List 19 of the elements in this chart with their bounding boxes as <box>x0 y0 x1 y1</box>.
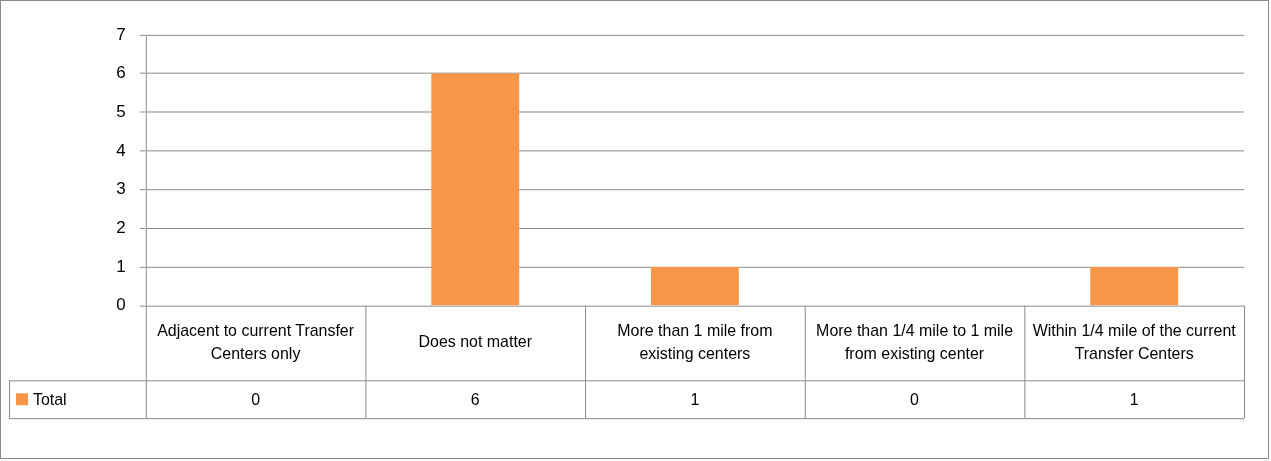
x-tick-label: More than 1/4 mile to 1 mile from existing center <box>816 321 1014 362</box>
data-label: 1 <box>1129 390 1139 408</box>
y-tick-label: 6 <box>116 63 126 83</box>
y-tick-label: 5 <box>116 101 126 121</box>
data-label: 6 <box>470 390 480 408</box>
y-tick-label: 2 <box>116 217 126 237</box>
y-tick-label: 1 <box>116 256 126 276</box>
data-label: 0 <box>251 390 261 408</box>
y-tick-label: 3 <box>116 179 126 199</box>
y-tick-label: 0 <box>116 295 126 315</box>
data-label: 0 <box>910 390 920 408</box>
y-tick-label: 4 <box>116 140 126 160</box>
x-tick-label: More than 1 mile from existing centers <box>617 321 773 362</box>
x-tick-label: Within 1/4 mile of the current Transfer Centers <box>1032 321 1237 362</box>
x-tick-label: Does not matter <box>418 333 533 351</box>
legend-label: Total <box>32 390 67 408</box>
data-label: 1 <box>690 390 700 408</box>
y-tick-label: 7 <box>116 24 126 44</box>
x-tick-label: Adjacent to current Transfer Centers only <box>157 321 355 362</box>
